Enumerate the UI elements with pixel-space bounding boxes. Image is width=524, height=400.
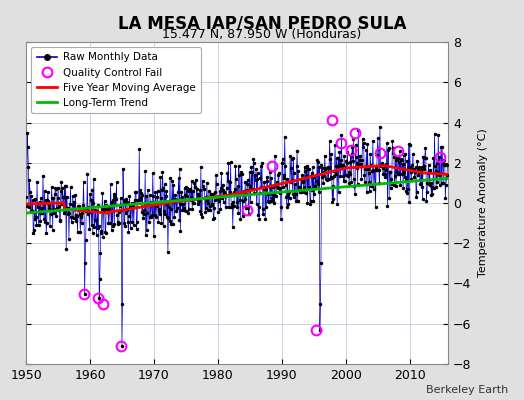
- Legend: Raw Monthly Data, Quality Control Fail, Five Year Moving Average, Long-Term Tren: Raw Monthly Data, Quality Control Fail, …: [31, 47, 201, 113]
- Text: Berkeley Earth: Berkeley Earth: [426, 385, 508, 395]
- Y-axis label: Temperature Anomaly (°C): Temperature Anomaly (°C): [478, 129, 488, 277]
- Text: 15.477 N, 87.950 W (Honduras): 15.477 N, 87.950 W (Honduras): [162, 28, 362, 41]
- Text: LA MESA IAP/SAN PEDRO SULA: LA MESA IAP/SAN PEDRO SULA: [118, 14, 406, 32]
